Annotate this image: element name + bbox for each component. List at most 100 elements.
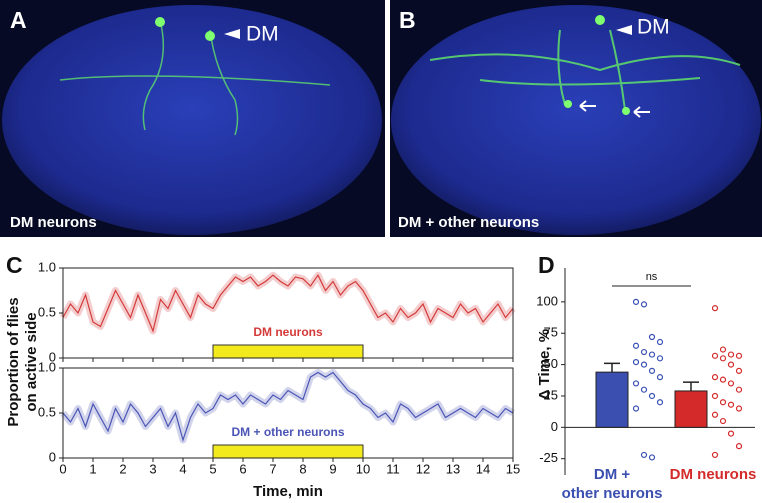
y-tick-label: 0.5 [38, 404, 56, 419]
data-point [727, 430, 735, 437]
y-tick-label: 0 [49, 349, 56, 364]
data-point [727, 380, 735, 387]
panel-label: B [399, 7, 416, 33]
cell [595, 15, 605, 25]
x-tick-label: 1 [89, 461, 96, 476]
x-tick-label: 13 [446, 461, 460, 476]
line [62, 371, 514, 443]
data-point [711, 411, 719, 418]
y-tick-label: 0 [551, 419, 558, 434]
x-tick-label: 10 [356, 461, 370, 476]
data-point [719, 399, 727, 406]
y-tick-label: 75 [544, 325, 558, 340]
data-point [735, 386, 743, 393]
x-tick-label: 9 [329, 461, 336, 476]
category-label: DM neurons [670, 466, 757, 483]
data-point [719, 376, 727, 383]
x-tick-label: 4 [179, 461, 186, 476]
arrowhead [616, 25, 632, 35]
data-point [735, 367, 743, 374]
data-point [648, 367, 656, 374]
data-point [648, 333, 656, 341]
data-point [648, 392, 656, 400]
y-tick-label: 100 [536, 293, 558, 308]
data-point [711, 374, 719, 381]
y-tick-label: -25 [539, 450, 558, 465]
data-point [656, 355, 664, 362]
data-point [640, 451, 648, 459]
x-tick-label: 11 [386, 461, 400, 476]
cell [155, 17, 165, 27]
data-point [727, 361, 735, 368]
brain [2, 5, 382, 235]
stimulus-bar [212, 444, 364, 459]
data-point [632, 342, 640, 349]
caption: DM neurons [10, 214, 97, 231]
y-tick-label: 0 [49, 449, 56, 464]
caption: DM + other neurons [398, 214, 539, 231]
data-point [727, 401, 735, 408]
data-point [719, 417, 727, 425]
data-point [735, 352, 743, 359]
data-point [735, 443, 743, 450]
data-point [719, 346, 727, 353]
stimulus-label: DM neurons [253, 325, 323, 339]
data-point [632, 358, 640, 366]
category-label: other neurons [562, 485, 663, 502]
data-point [656, 399, 664, 406]
y-tick-label: 25 [544, 387, 558, 402]
panel-label: A [10, 7, 27, 33]
data-point [711, 305, 719, 312]
panel-b: B DM DM + other neurons [390, 0, 762, 237]
x-tick-label: 15 [506, 461, 520, 476]
cell [205, 31, 215, 41]
annotation: DM [246, 23, 279, 46]
y-tick-label: 1.0 [38, 259, 56, 274]
category-label: DM + [594, 466, 630, 483]
data-point [640, 361, 648, 368]
arrows [579, 100, 650, 118]
stimulus-label: DM + other neurons [231, 425, 344, 439]
data-point [632, 298, 640, 305]
data-point [640, 348, 648, 356]
x-axis-label: Time, min [253, 483, 323, 500]
cell [564, 100, 572, 108]
data-point [632, 380, 640, 387]
data-point [640, 386, 648, 393]
data-point [735, 405, 743, 412]
data-point [632, 405, 640, 412]
data-point [648, 351, 656, 358]
x-tick-label: 6 [239, 461, 246, 476]
x-tick-label: 5 [209, 461, 216, 476]
x-tick-label: 12 [416, 461, 430, 476]
brain [391, 5, 761, 235]
data-point [711, 352, 719, 359]
annotation: DM [637, 16, 670, 39]
data-point [727, 351, 735, 358]
panel-label: C [6, 252, 23, 278]
y-axis-label: Δ Time, % [536, 329, 553, 400]
neurons [59, 19, 331, 136]
panel-a: A DM DM neurons [0, 0, 385, 237]
y-axis-label: Proportion of flies [5, 297, 22, 426]
x-tick-label: 2 [119, 461, 126, 476]
x-tick-label: 8 [299, 461, 306, 476]
x-tick-label: 7 [269, 461, 276, 476]
y-axis-label: on active side [23, 312, 40, 411]
data-point [656, 338, 664, 346]
panel-label: D [538, 252, 555, 278]
data-point [656, 374, 664, 381]
x-tick-label: 0 [59, 461, 66, 476]
data-point [648, 454, 656, 461]
data-point [711, 392, 719, 400]
x-tick-label: 3 [149, 461, 156, 476]
stimulus-bar [212, 344, 364, 359]
line [62, 274, 514, 333]
neurons [429, 29, 741, 111]
data-point [640, 301, 648, 308]
y-tick-label: 1.0 [38, 359, 56, 374]
cell [622, 107, 630, 115]
significance-label: ns [646, 271, 658, 283]
line-band [59, 271, 516, 335]
